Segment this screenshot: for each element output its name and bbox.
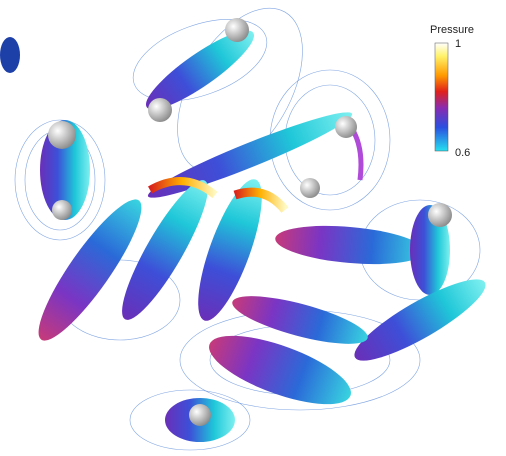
colorbar: Pressure 1 0.6 bbox=[430, 24, 474, 159]
vortex-structures bbox=[0, 20, 494, 442]
colorbar-max-label: 1 bbox=[455, 38, 461, 50]
colorbar-min-label: 0.6 bbox=[455, 147, 470, 159]
colorbar-title: Pressure bbox=[430, 24, 474, 36]
visualization: Pressure 1 0.6 bbox=[0, 0, 506, 456]
colorbar-gradient bbox=[435, 43, 448, 151]
